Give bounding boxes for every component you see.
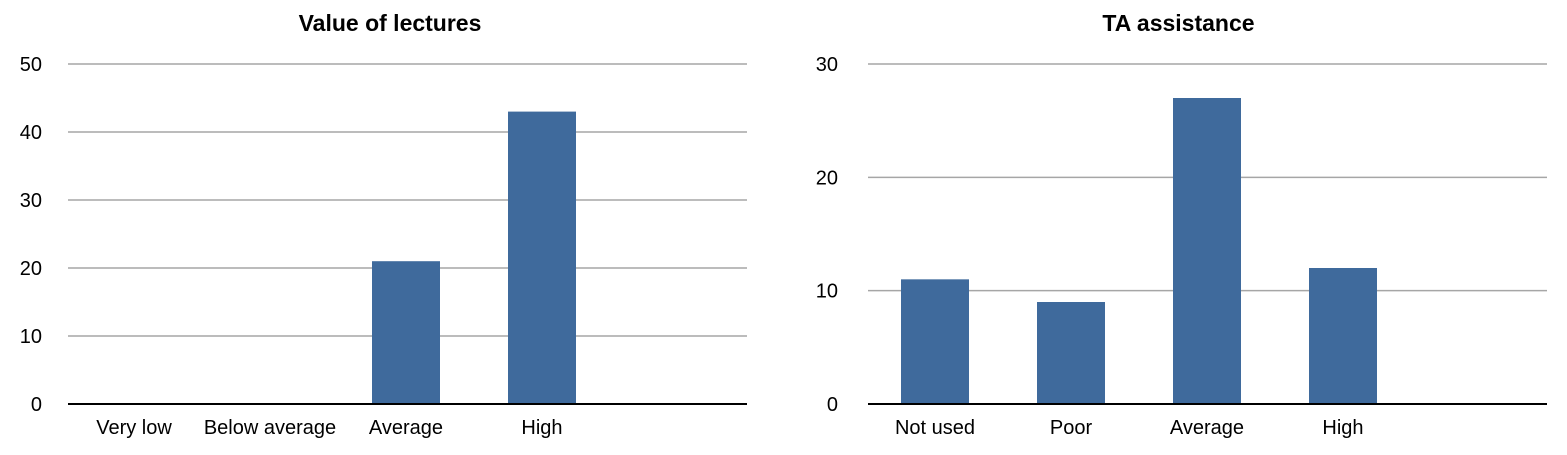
- bar-poor: [1037, 302, 1105, 404]
- x-tick-label: High: [521, 417, 562, 439]
- y-tick-label: 10: [816, 281, 838, 303]
- y-tick-label: 30: [816, 54, 838, 76]
- bar-high: [508, 111, 576, 404]
- bar-average: [1173, 98, 1241, 404]
- plot-area: 0 10 20 30 Not used Poor Average High: [816, 54, 1547, 439]
- y-tick-label: 40: [20, 122, 42, 144]
- x-tick-label: Average: [1170, 417, 1244, 439]
- bar-high: [1309, 268, 1377, 404]
- chart-title: Value of lectures: [298, 10, 482, 36]
- chart-title: TA assistance: [1102, 10, 1255, 36]
- chart-value-of-lectures: Value of lectures 0 10 20 30 40 50 Very low Bel…: [0, 0, 780, 455]
- x-tick-label: Very low: [96, 417, 172, 439]
- y-tick-label: 0: [31, 394, 42, 416]
- plot-area: 0 10 20 30 40 50 Very low Below average Average H…: [20, 54, 747, 439]
- bar-average: [372, 261, 440, 404]
- y-tick-label: 20: [20, 258, 42, 280]
- x-tick-label: Not used: [895, 417, 975, 439]
- y-tick-label: 20: [816, 167, 838, 189]
- x-tick-label: High: [1322, 417, 1363, 439]
- y-tick-label: 50: [20, 54, 42, 76]
- y-tick-label: 10: [20, 326, 42, 348]
- bar-not-used: [901, 279, 969, 404]
- x-tick-label: Poor: [1050, 417, 1093, 439]
- y-tick-label: 30: [20, 190, 42, 212]
- y-tick-label: 0: [827, 394, 838, 416]
- chart-ta-assistance: TA assistance 0 10 20 30 Not used Poor Average…: [790, 0, 1567, 455]
- x-tick-label: Below average: [204, 417, 336, 439]
- x-tick-label: Average: [369, 417, 443, 439]
